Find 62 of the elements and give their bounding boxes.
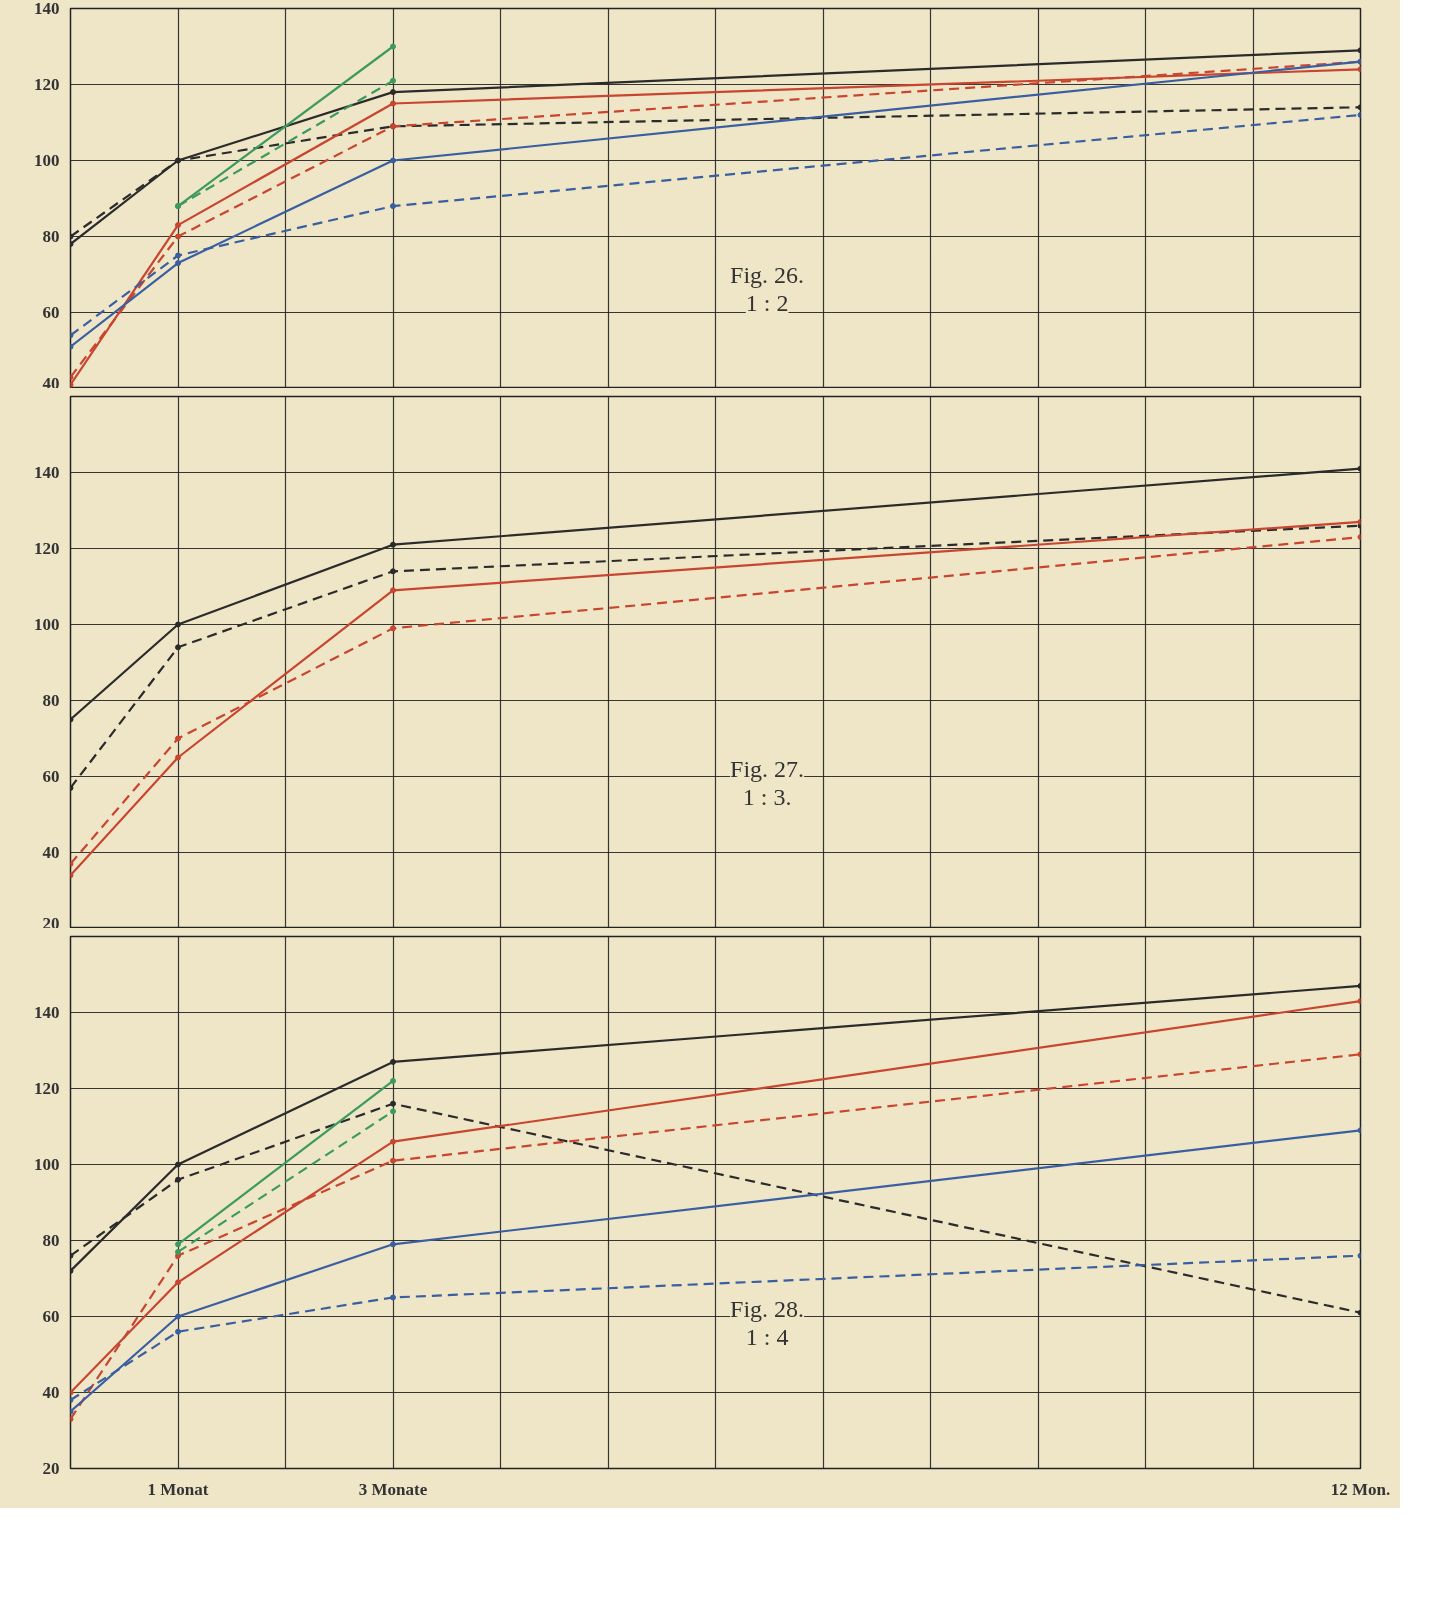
point	[175, 1248, 181, 1255]
point	[390, 587, 396, 594]
point	[390, 1241, 396, 1248]
y-tick-label: 120	[34, 539, 60, 558]
y-tick-label: 100	[34, 615, 60, 634]
y-tick-label: 60	[42, 767, 60, 786]
annotation: Fig. 28.	[730, 1295, 805, 1322]
y-tick-label: 100	[34, 151, 60, 170]
point	[390, 100, 396, 107]
y-tick-label: 20	[42, 1459, 60, 1478]
y-tick-label: 40	[42, 843, 60, 862]
point	[390, 1058, 396, 1065]
y-tick-label: 100	[34, 1155, 60, 1174]
point	[175, 252, 181, 259]
y-tick-label: 120	[34, 75, 60, 94]
point	[175, 222, 181, 229]
annotation: Fig. 26.	[730, 261, 805, 288]
y-tick-label: 80	[42, 691, 60, 710]
x-tick-label: 3 Monate	[358, 1479, 428, 1499]
point	[390, 1138, 396, 1145]
y-tick-label: 40	[42, 373, 60, 393]
point	[390, 1157, 396, 1164]
point	[390, 43, 396, 50]
point	[390, 1108, 396, 1115]
point	[390, 1077, 396, 1084]
annotation: 1 : 3.	[742, 783, 792, 810]
point	[390, 541, 396, 548]
annotation: 1 : 2	[745, 289, 789, 316]
y-tick-label: 60	[42, 1307, 60, 1326]
y-tick-label: 40	[42, 1383, 60, 1402]
point	[390, 625, 396, 632]
y-tick-label: 80	[42, 1231, 60, 1250]
point	[175, 260, 181, 267]
y-tick-label: 60	[42, 303, 60, 322]
point	[390, 203, 396, 210]
point	[175, 1241, 181, 1248]
point	[390, 157, 396, 164]
point	[390, 89, 396, 96]
point	[175, 1328, 181, 1335]
annotation: 1 : 4	[745, 1323, 789, 1350]
point	[175, 1313, 181, 1320]
point	[175, 1161, 181, 1168]
point	[390, 568, 396, 575]
point	[390, 77, 396, 84]
y-tick-label: 140	[34, 0, 60, 18]
x-tick-label: 12 Mon.	[1330, 1479, 1391, 1499]
y-tick-label: 80	[42, 227, 60, 246]
y-tick-label: 120	[34, 1079, 60, 1098]
point	[390, 1294, 396, 1301]
point	[175, 621, 181, 628]
point	[175, 233, 181, 240]
point	[175, 754, 181, 761]
annotation: Fig. 27.	[730, 755, 805, 782]
point	[390, 1100, 396, 1107]
y-tick-label: 20	[42, 913, 60, 933]
point	[175, 644, 181, 651]
y-tick-label: 140	[34, 1003, 60, 1022]
point	[175, 1176, 181, 1183]
x-tick-label: 1 Monat	[147, 1479, 209, 1499]
y-tick-label: 140	[34, 463, 60, 482]
point	[175, 1279, 181, 1286]
point	[175, 735, 181, 742]
